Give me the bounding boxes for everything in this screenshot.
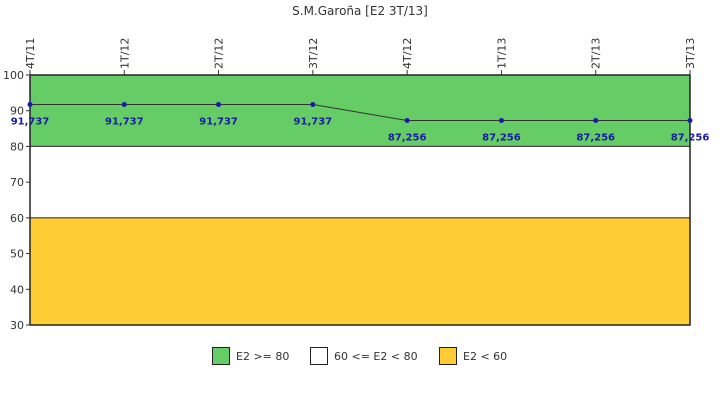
legend-swatch	[212, 347, 230, 365]
x-tick-label: 4T/11	[24, 38, 37, 69]
x-tick-label: 2T/12	[213, 38, 226, 69]
chart: S.M.Garoña [E2 3T/13] 304050607080901004…	[3, 4, 710, 332]
data-label: 87,256	[576, 133, 615, 144]
legend-label: E2 >= 80	[236, 349, 290, 363]
y-tick-label: 100	[3, 69, 24, 82]
band-2	[29, 217, 691, 326]
band-1	[29, 145, 691, 219]
band-layer	[29, 74, 691, 326]
legend-item: E2 >= 80	[212, 345, 289, 367]
data-label: 91,737	[199, 117, 238, 128]
data-label: 91,737	[294, 117, 333, 128]
series-layer	[27, 102, 693, 124]
data-point	[593, 118, 599, 124]
data-point	[404, 118, 410, 124]
y-tick-label: 50	[10, 248, 24, 261]
data-label: 87,256	[671, 133, 710, 144]
data-point	[687, 118, 693, 124]
band-0	[29, 74, 691, 147]
data-point	[27, 102, 33, 108]
x-tick-label: 3T/12	[307, 38, 320, 69]
legend-item: E2 < 60	[439, 345, 507, 367]
data-point	[498, 118, 504, 124]
y-tick-label: 80	[10, 140, 24, 153]
x-tick-label: 1T/12	[118, 38, 131, 69]
data-point	[310, 102, 316, 108]
data-point	[121, 102, 127, 108]
legend-swatch	[310, 347, 328, 365]
data-label: 91,737	[11, 117, 50, 128]
data-point	[216, 102, 222, 108]
chart-title: S.M.Garoña [E2 3T/13]	[292, 4, 428, 18]
data-label: 91,737	[105, 117, 144, 128]
y-tick-label: 60	[10, 212, 24, 225]
x-tick-label: 4T/12	[401, 38, 414, 69]
legend-swatch	[439, 347, 457, 365]
x-tick-label: 2T/13	[590, 38, 603, 69]
data-label-layer: 91,737 91,737 91,737 91,737 87,256 87,256 87,2…	[11, 117, 710, 144]
legend-label: E2 < 60	[463, 349, 508, 363]
data-label: 87,256	[482, 133, 521, 144]
y-tick-label: 40	[10, 283, 24, 296]
plot-frame	[29, 74, 691, 326]
legend-label: 60 <= E2 < 80	[334, 349, 418, 363]
x-tick-label: 3T/13	[684, 38, 697, 69]
y-tick-label: 30	[10, 319, 24, 332]
y-tick-label: 90	[10, 105, 24, 118]
legend-item: 60 <= E2 < 80	[310, 345, 418, 367]
legend: E2 >= 80 60 <= E2 < 80 E2 < 60	[0, 345, 720, 367]
x-tick-label: 1T/13	[495, 38, 508, 69]
y-tick-label: 70	[10, 176, 24, 189]
series-line	[30, 104, 690, 122]
data-label: 87,256	[388, 133, 427, 144]
